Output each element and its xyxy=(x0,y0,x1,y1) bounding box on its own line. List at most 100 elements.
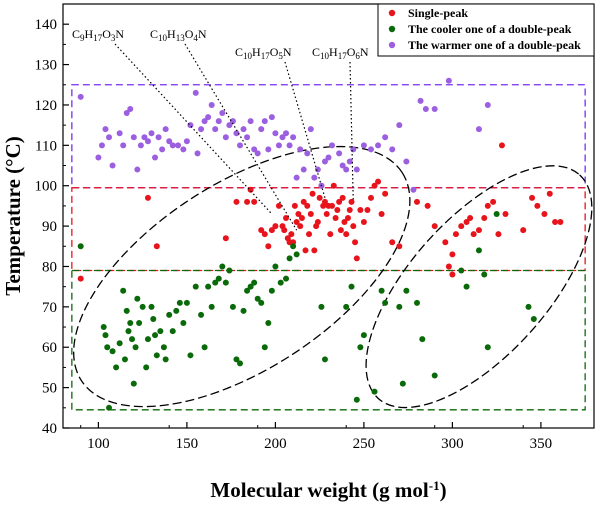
series-2-point-26 xyxy=(192,89,199,96)
series-0-point-47 xyxy=(337,227,344,234)
series-2-point-84 xyxy=(475,126,482,133)
series-2-point-72 xyxy=(360,142,367,149)
y-tick-label-60: 60 xyxy=(42,340,57,356)
series-0-point-69 xyxy=(431,223,438,230)
series-2-point-17 xyxy=(155,134,162,141)
series-2-point-2 xyxy=(98,142,105,149)
legend: Single-peak The cooler one of a double-pe… xyxy=(377,3,595,57)
legend-marker-0 xyxy=(388,9,396,17)
series-2-point-30 xyxy=(205,114,212,121)
series-2-point-43 xyxy=(251,146,258,153)
series-0-point-63 xyxy=(378,210,385,217)
series-2-point-66 xyxy=(336,150,343,157)
series-0-point-57 xyxy=(357,206,364,213)
series-1-point-82 xyxy=(481,271,488,278)
series-2-point-71 xyxy=(353,166,360,173)
x-tick-label-150: 150 xyxy=(176,436,199,452)
series-0-point-92 xyxy=(449,271,456,278)
series-1-point-23 xyxy=(152,332,159,339)
legend-label-2: The warmer one of a double-peak xyxy=(408,38,581,52)
series-2-point-31 xyxy=(208,101,215,108)
series-1-point-15 xyxy=(132,344,139,351)
series-1-point-28 xyxy=(166,311,173,318)
series-1-point-7 xyxy=(116,340,123,347)
series-2-point-11 xyxy=(134,166,141,173)
series-1-point-77 xyxy=(419,336,426,343)
region-box-0 xyxy=(71,84,586,189)
series-0-point-83 xyxy=(498,142,505,149)
series-1-point-16 xyxy=(134,295,141,302)
series-1-point-1 xyxy=(100,324,107,331)
series-0-point-42 xyxy=(329,202,336,209)
series-2-point-40 xyxy=(240,126,247,133)
series-1-point-78 xyxy=(431,372,438,379)
series-1-point-30 xyxy=(173,307,180,314)
series-0-point-30 xyxy=(307,210,314,217)
series-2-point-44 xyxy=(254,150,261,157)
series-2-point-35 xyxy=(222,134,229,141)
series-1-point-40 xyxy=(212,279,219,286)
series-0-point-15 xyxy=(281,227,288,234)
series-1-point-79 xyxy=(458,267,465,274)
y-tick-label-50: 50 xyxy=(42,381,57,397)
series-2-point-21 xyxy=(169,142,176,149)
series-1-point-10 xyxy=(123,307,130,314)
series-0-point-78 xyxy=(475,227,482,234)
series-2-point-53 xyxy=(286,142,293,149)
series-1-point-37 xyxy=(201,344,208,351)
series-1-point-67 xyxy=(353,396,360,403)
series-2-point-13 xyxy=(141,134,148,141)
series-0-point-82 xyxy=(495,231,502,238)
series-1-point-31 xyxy=(176,299,183,306)
series-0-point-41 xyxy=(327,231,334,238)
y-tick-label-120: 120 xyxy=(35,98,58,114)
series-1-point-43 xyxy=(222,279,229,286)
series-0-point-22 xyxy=(293,219,300,226)
series-2-point-15 xyxy=(148,130,155,137)
series-0-point-21 xyxy=(291,202,298,209)
series-2-point-3 xyxy=(102,126,109,133)
series-2-point-25 xyxy=(187,122,194,129)
series-2-point-37 xyxy=(229,118,236,125)
series-1-point-60 xyxy=(286,255,293,262)
annotation-leader-1 xyxy=(184,43,298,231)
series-1-point-83 xyxy=(484,344,491,351)
legend-label-0: Single-peak xyxy=(408,6,468,20)
y-tick-label-130: 130 xyxy=(35,58,58,74)
series-1-point-52 xyxy=(254,295,261,302)
series-0-point-50 xyxy=(343,231,350,238)
series-1-point-48 xyxy=(240,307,247,314)
series-1-point-34 xyxy=(187,352,194,359)
y-tick-label-70: 70 xyxy=(42,300,57,316)
series-0-point-71 xyxy=(445,263,452,270)
series-2-point-67 xyxy=(339,162,346,169)
series-1-point-68 xyxy=(357,344,364,351)
series-2-point-1 xyxy=(95,154,102,161)
series-2-point-65 xyxy=(329,142,336,149)
series-1-point-2 xyxy=(102,332,109,339)
x-tick-label-250: 250 xyxy=(353,436,376,452)
series-1-point-57 xyxy=(272,263,279,270)
series-0-point-12 xyxy=(272,223,279,230)
y-tick-label-40: 40 xyxy=(42,421,57,437)
series-1-point-86 xyxy=(530,315,537,322)
series-1-point-62 xyxy=(293,251,300,258)
series-1-point-42 xyxy=(219,263,226,270)
series-1-point-80 xyxy=(463,283,470,290)
series-0-point-75 xyxy=(463,219,470,226)
y-axis: 40 50 60 70 80 90 100 110 120 130 140 xyxy=(35,17,69,437)
series-0-point-65 xyxy=(389,239,396,246)
series-2-point-46 xyxy=(261,118,268,125)
series-1-point-61 xyxy=(290,243,297,250)
series-1-point-66 xyxy=(348,283,355,290)
series-1-point-46 xyxy=(233,356,240,363)
series-0-point-29 xyxy=(306,231,313,238)
series-2-point-77 xyxy=(396,122,403,129)
series-0-point-32 xyxy=(311,247,318,254)
annotation-3: C10H17O6N xyxy=(312,45,369,61)
series-1-point-33 xyxy=(183,299,190,306)
series-0-point-88 xyxy=(541,210,548,217)
series-0-point-66 xyxy=(396,243,403,250)
series-2-point-51 xyxy=(279,134,286,141)
